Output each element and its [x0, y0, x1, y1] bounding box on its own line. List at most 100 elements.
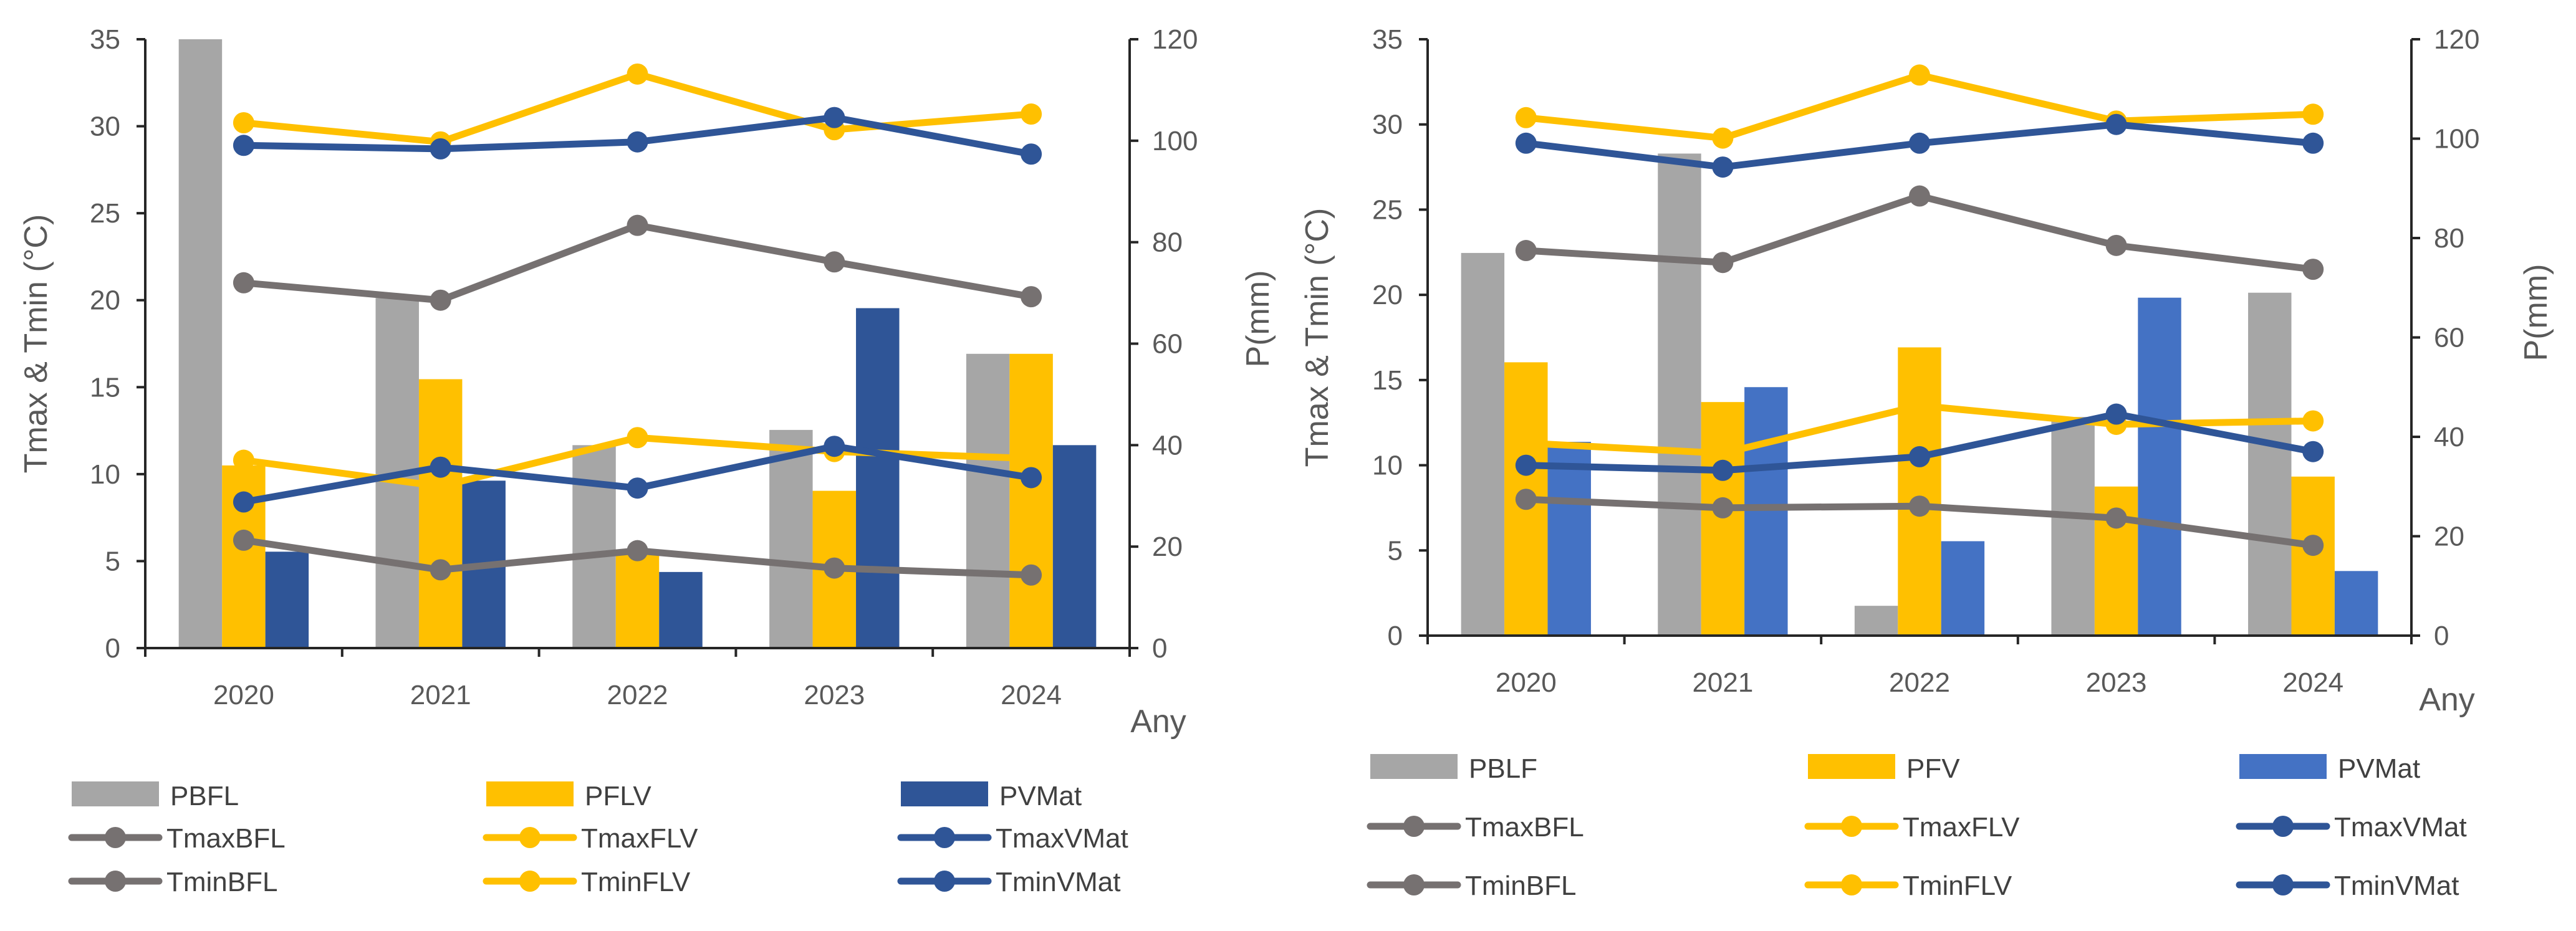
legend-marker-tmaxbfl — [1403, 816, 1425, 837]
legend-label: TminBFL — [1465, 871, 1576, 901]
point-tmaxbfl-2024 — [1021, 286, 1042, 308]
y-tick-label: 30 — [1372, 110, 1403, 140]
bar-pbfl-2022 — [572, 445, 616, 648]
point-tminvmat-2023 — [824, 436, 845, 457]
y2-tick-label: 0 — [1152, 633, 1167, 664]
point-tmaxbfl-2020 — [233, 272, 254, 294]
bar-pvmat-2023 — [856, 308, 900, 649]
x-tick-label: 2024 — [2282, 667, 2343, 698]
chart-2: 0 5 10 15 20 25 30 35 0 20 40 60 80 100 120 2020 2021 202… — [1299, 24, 2554, 901]
point-tminbfl-2020 — [1515, 489, 1537, 510]
y-tick-label: 10 — [90, 459, 120, 490]
point-tmaxvmat-2020 — [233, 135, 254, 156]
legend-label: TminVMat — [996, 867, 1120, 897]
legend-swatch-pfv — [1808, 754, 1895, 779]
legend-label: TminFLV — [581, 867, 691, 897]
point-tminbfl-2022 — [1909, 495, 1930, 517]
point-tminbfl-2023 — [824, 557, 845, 579]
legend-marker-tminvmat — [934, 871, 955, 892]
point-tmaxvmat-2022 — [1909, 132, 1930, 154]
legend-swatch-pbfl — [72, 781, 159, 806]
bar-pblf-2022 — [1854, 606, 1898, 636]
legend-swatch-pvmat — [2239, 754, 2327, 779]
point-tminflv-2020 — [1515, 432, 1537, 454]
y-tick-label: 10 — [1372, 451, 1403, 481]
bar-pvmat-2022 — [1941, 541, 1985, 636]
legend-label: PBLF — [1469, 753, 1537, 784]
y-tick-label: 5 — [1388, 535, 1403, 566]
x-tick-label: 2020 — [1496, 667, 1557, 698]
bar-pblf-2020 — [1461, 252, 1505, 636]
legend-marker-tmaxvmat — [2272, 816, 2294, 837]
y-tick-label: 30 — [90, 112, 120, 142]
point-tminflv-2022 — [1909, 394, 1930, 416]
point-tmaxvmat-2024 — [2302, 132, 2324, 154]
point-tminbfl-2024 — [2302, 535, 2324, 556]
legend-label: TminVMat — [2334, 871, 2459, 901]
point-tmaxvmat-2021 — [1712, 156, 1734, 178]
bar-pfv-2022 — [1898, 347, 1941, 636]
y2-tick-label: 100 — [2434, 124, 2479, 155]
y2-tick-label: 120 — [1152, 24, 1198, 55]
point-tmaxbfl-2021 — [430, 289, 451, 311]
legend-marker-tminflv — [1841, 874, 1862, 895]
point-tminvmat-2020 — [233, 491, 254, 513]
bar-pvmat-2024 — [2334, 571, 2378, 636]
y-axis-title: Tmax & Tmin (°C) — [18, 214, 54, 474]
point-tminvmat-2022 — [1909, 446, 1930, 467]
legend-swatch-pblf — [1370, 754, 1458, 779]
legend-label: PVMat — [2338, 753, 2420, 784]
legend-label: TmaxVMat — [996, 823, 1128, 854]
y2-tick-label: 100 — [1152, 126, 1198, 156]
y-tick-label: 15 — [90, 372, 120, 403]
bar-pvmat-2020 — [1547, 441, 1591, 636]
legend-label: PBFL — [170, 781, 239, 811]
point-tmaxbfl-2022 — [1909, 185, 1930, 207]
point-tmaxbfl-2020 — [1515, 240, 1537, 262]
bar-pfv-2021 — [1701, 402, 1745, 636]
point-tminflv-2024 — [1021, 447, 1042, 469]
point-tmaxvmat-2020 — [1515, 132, 1537, 154]
legend-label: PFV — [1906, 753, 1960, 784]
point-tminflv-2021 — [430, 475, 451, 497]
y-tick-label: 5 — [105, 546, 120, 576]
legend-label: TmaxFLV — [1903, 812, 2020, 843]
line-tmaxbfl — [240, 222, 1035, 304]
x-tick-label: 2020 — [213, 680, 274, 710]
legend-marker-tminflv — [519, 871, 541, 892]
bar-pfv-2024 — [2291, 476, 2335, 636]
x-axis-title: Any — [2419, 682, 2475, 718]
point-tminvmat-2020 — [1515, 454, 1537, 476]
legend: PBLF PFV PVMat TmaxBFL TmaxFLV TmaxVMat TminBF… — [1367, 753, 2467, 901]
legend-swatch-pflv — [486, 781, 574, 806]
bar-pblf-2024 — [2248, 292, 2292, 636]
point-tminvmat-2021 — [430, 456, 451, 478]
bar-pflv-2024 — [1009, 353, 1053, 648]
x-tick-label: 2021 — [410, 680, 471, 710]
y-tick-label: 0 — [1388, 621, 1403, 651]
legend-label: TminFLV — [1903, 871, 2012, 901]
point-tmaxflv-2024 — [1021, 103, 1042, 125]
y2-tick-label: 0 — [2434, 621, 2449, 651]
bar-pvmat-2022 — [659, 571, 703, 648]
point-tmaxbfl-2023 — [824, 251, 845, 273]
x-tick-label: 2022 — [1889, 667, 1950, 698]
y-tick-label: 15 — [1372, 365, 1403, 396]
bar-pvmat-2021 — [1744, 387, 1788, 636]
point-tmaxvmat-2022 — [627, 131, 648, 153]
bar-pvmat-2020 — [265, 551, 309, 648]
y-tick-label: 25 — [90, 198, 120, 229]
legend-marker-tmaxvmat — [934, 827, 955, 848]
point-tmaxflv-2022 — [1909, 64, 1930, 86]
point-tminbfl-2021 — [1712, 497, 1734, 518]
point-tmaxflv-2022 — [627, 63, 648, 85]
point-tmaxvmat-2023 — [824, 107, 845, 128]
point-tminbfl-2021 — [430, 559, 451, 581]
point-tminvmat-2022 — [627, 477, 648, 499]
y2-tick-label: 60 — [2434, 323, 2464, 353]
point-tminvmat-2023 — [2105, 403, 2127, 425]
point-tmaxvmat-2021 — [430, 138, 451, 160]
point-tminflv-2022 — [627, 427, 648, 449]
chart-1: 0 5 10 15 20 25 30 35 0 20 40 60 80 100 120 2020 2021 202… — [18, 24, 1276, 897]
